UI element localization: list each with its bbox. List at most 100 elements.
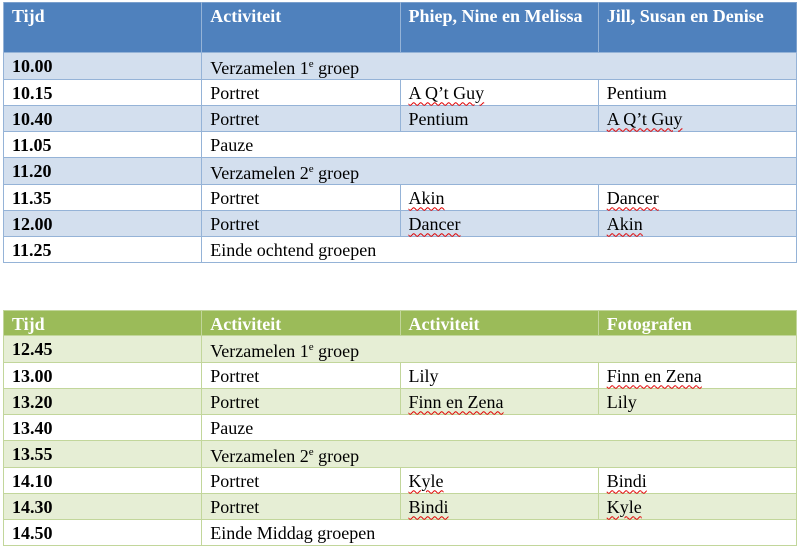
morning-schedule-table: Tijd Activiteit Phiep, Nine en Melissa Jill… xyxy=(2,2,798,263)
group-text: Pentium xyxy=(408,108,469,129)
activity-text: Portret xyxy=(210,391,260,412)
group-cell: A Q’t Guy xyxy=(399,79,599,106)
activity-text: Portret xyxy=(210,82,260,103)
time-cell: 13.40 xyxy=(2,414,203,441)
activity-text: Portret xyxy=(210,213,260,234)
column-header: Tijd xyxy=(2,310,202,336)
header-row: Tijd Activiteit Phiep, Nine en Melissa Jill… xyxy=(2,2,797,53)
superscript: e xyxy=(308,341,314,353)
table-row: 12.00 Portret Dancer Akin xyxy=(2,210,798,237)
activity-text-rest: groep xyxy=(313,341,360,361)
time-cell: 13.55 xyxy=(2,440,203,468)
time-cell: 14.30 xyxy=(2,493,203,520)
group-cell: Kyle xyxy=(597,493,798,520)
group-cell: Akin xyxy=(399,184,599,211)
group-cell: Bindi xyxy=(399,493,599,520)
group-cell: Lily xyxy=(597,388,798,415)
time-cell: 14.50 xyxy=(2,519,203,546)
group-cell: Dancer xyxy=(399,210,599,237)
activity-cell: Portret xyxy=(201,210,401,237)
time-cell: 13.00 xyxy=(2,362,203,389)
activity-cell: Portret xyxy=(201,493,401,520)
group-text: Akin xyxy=(606,213,643,234)
column-header: Activiteit xyxy=(201,310,400,336)
group-cell: Kyle xyxy=(399,467,599,494)
activity-cell: Verzamelen 2e groep xyxy=(201,440,797,468)
activity-text-rest: groep xyxy=(313,58,360,78)
table-row: 10.00 Verzamelen 1e groep xyxy=(2,52,797,80)
group-text: Pentium xyxy=(606,82,667,103)
activity-text: Portret xyxy=(210,365,260,386)
activity-text: Portret xyxy=(210,187,260,208)
group-cell: Dancer xyxy=(597,184,798,211)
group-text: Akin xyxy=(408,187,445,208)
column-header: Activiteit xyxy=(201,2,400,53)
column-header: Phiep, Nine en Melissa xyxy=(399,2,599,53)
group-text: Dancer xyxy=(606,187,659,208)
time-cell: 12.45 xyxy=(2,335,203,363)
activity-text-rest: groep xyxy=(313,446,360,466)
table-row: 13.55 Verzamelen 2e groep xyxy=(2,440,797,468)
activity-text: Verzamelen 1 xyxy=(210,341,309,361)
group-text: Kyle xyxy=(606,496,642,517)
table-row: 11.35 Portret Akin Dancer xyxy=(2,184,798,211)
table-row: 14.50 Einde Middag groepen xyxy=(2,519,797,546)
table-row: 10.15 Portret A Q’t Guy Pentium xyxy=(2,79,798,106)
activity-cell: Einde ochtend groepen xyxy=(201,236,797,263)
activity-cell: Portret xyxy=(201,388,401,415)
group-text: Lily xyxy=(606,391,637,412)
time-cell: 10.00 xyxy=(2,52,203,80)
group-cell: Akin xyxy=(597,210,798,237)
table-row: 11.05 Pauze xyxy=(2,131,797,158)
table-row: 12.45 Verzamelen 1e groep xyxy=(2,335,797,363)
time-cell: 11.25 xyxy=(2,236,203,263)
group-text: Lily xyxy=(408,365,439,386)
superscript: e xyxy=(308,163,314,175)
superscript: e xyxy=(308,58,314,70)
activity-cell: Portret xyxy=(201,105,401,132)
group-cell: Bindi xyxy=(597,467,798,494)
header-row: Tijd Activiteit Activiteit Fotografen xyxy=(2,310,797,336)
activity-text: Verzamelen 2 xyxy=(210,446,309,466)
activity-text: Verzamelen 2 xyxy=(210,163,309,183)
time-cell: 13.20 xyxy=(2,388,203,415)
group-cell: Pentium xyxy=(597,79,798,106)
time-cell: 14.10 xyxy=(2,467,203,494)
table-row: 13.40 Pauze xyxy=(2,414,797,441)
activity-text: Einde Middag groepen xyxy=(210,522,376,543)
activity-cell: Einde Middag groepen xyxy=(201,519,797,546)
time-cell: 10.15 xyxy=(2,79,203,106)
activity-text: Pauze xyxy=(210,134,254,155)
activity-text: Pauze xyxy=(210,417,254,438)
activity-cell: Verzamelen 1e groep xyxy=(201,52,797,80)
activity-text: Verzamelen 1 xyxy=(210,58,309,78)
column-header: Jill, Susan en Denise xyxy=(597,2,797,53)
activity-cell: Pauze xyxy=(201,414,797,441)
afternoon-schedule-table: Tijd Activiteit Activiteit Fotografen 12.45 V… xyxy=(2,310,798,546)
group-cell: Finn en Zena xyxy=(597,362,798,389)
column-header: Activiteit xyxy=(399,310,599,336)
group-text: Kyle xyxy=(408,470,444,491)
group-cell: Pentium xyxy=(399,105,599,132)
activity-cell: Portret xyxy=(201,467,401,494)
time-cell: 11.35 xyxy=(2,184,203,211)
activity-cell: Portret xyxy=(201,79,401,106)
group-text: Bindi xyxy=(606,470,647,491)
table-row: 11.25 Einde ochtend groepen xyxy=(2,236,797,263)
activity-cell: Portret xyxy=(201,184,401,211)
activity-cell: Verzamelen 1e groep xyxy=(201,335,797,363)
table-row: 14.10 Portret Kyle Bindi xyxy=(2,467,798,494)
superscript: e xyxy=(308,446,314,458)
group-text: Finn en Zena xyxy=(408,391,504,412)
table-row: 10.40 Portret Pentium A Q’t Guy xyxy=(2,105,798,132)
activity-cell: Portret xyxy=(201,362,401,389)
group-cell: Finn en Zena xyxy=(399,388,599,415)
table-row: 13.20 Portret Finn en Zena Lily xyxy=(2,388,798,415)
group-text: A Q’t Guy xyxy=(606,108,683,129)
table-row: 11.20 Verzamelen 2e groep xyxy=(2,157,797,185)
time-cell: 11.05 xyxy=(2,131,203,158)
time-cell: 11.20 xyxy=(2,157,203,185)
activity-cell: Verzamelen 2e groep xyxy=(201,157,797,185)
time-cell: 12.00 xyxy=(2,210,203,237)
activity-cell: Pauze xyxy=(201,131,797,158)
